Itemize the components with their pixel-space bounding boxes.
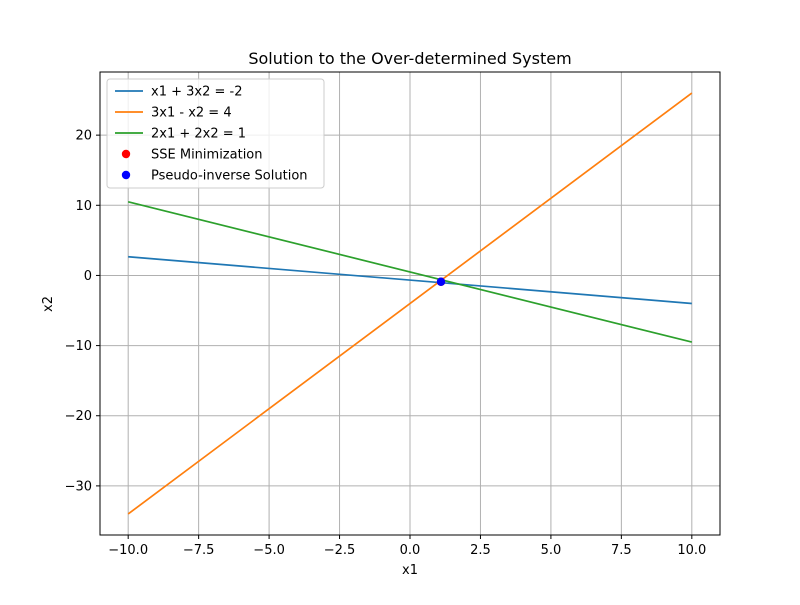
legend-label: x1 + 3x2 = -2 [151, 85, 242, 100]
x-tick-label: 10.0 [677, 543, 706, 558]
y-tick-label: −20 [65, 409, 92, 424]
legend-label: SSE Minimization [151, 148, 263, 163]
x-axis-label: x1 [402, 563, 418, 578]
y-axis-label: x2 [41, 296, 56, 312]
legend-box [106, 78, 325, 189]
legend-label: Pseudo-inverse Solution [151, 169, 308, 184]
legend: x1 + 3x2 = -2 3x1 - x2 = 4 2x1 + 2x2 = 1 SS… [106, 78, 325, 189]
legend-marker-swatch [121, 149, 131, 159]
legend-label: 3x1 - x2 = 4 [151, 106, 232, 121]
x-tick-label: −7.5 [183, 543, 215, 558]
y-tick-label: 20 [75, 129, 92, 144]
x-tick-label: −5.0 [253, 543, 285, 558]
y-tick-label: −30 [65, 479, 92, 494]
series-line [128, 255, 692, 305]
x-tick-label: −2.5 [324, 543, 356, 558]
x-tick-label: 0.0 [400, 543, 421, 558]
x-tick-label: 5.0 [541, 543, 562, 558]
y-tick-label: 0 [84, 269, 92, 284]
x-tick-label: 7.5 [611, 543, 632, 558]
chart-title: Solution to the Over-determined System [248, 49, 571, 68]
series-line [127, 92, 693, 515]
y-tick-label: 10 [75, 199, 92, 214]
legend-marker-swatch [121, 170, 131, 180]
legend-label: 2x1 + 2x2 = 1 [151, 127, 246, 142]
x-tick-label: −10.0 [108, 543, 148, 558]
x-tick-label: 2.5 [470, 543, 491, 558]
series-line [127, 200, 693, 343]
series-point [436, 277, 446, 286]
y-tick-label: −10 [65, 339, 92, 354]
